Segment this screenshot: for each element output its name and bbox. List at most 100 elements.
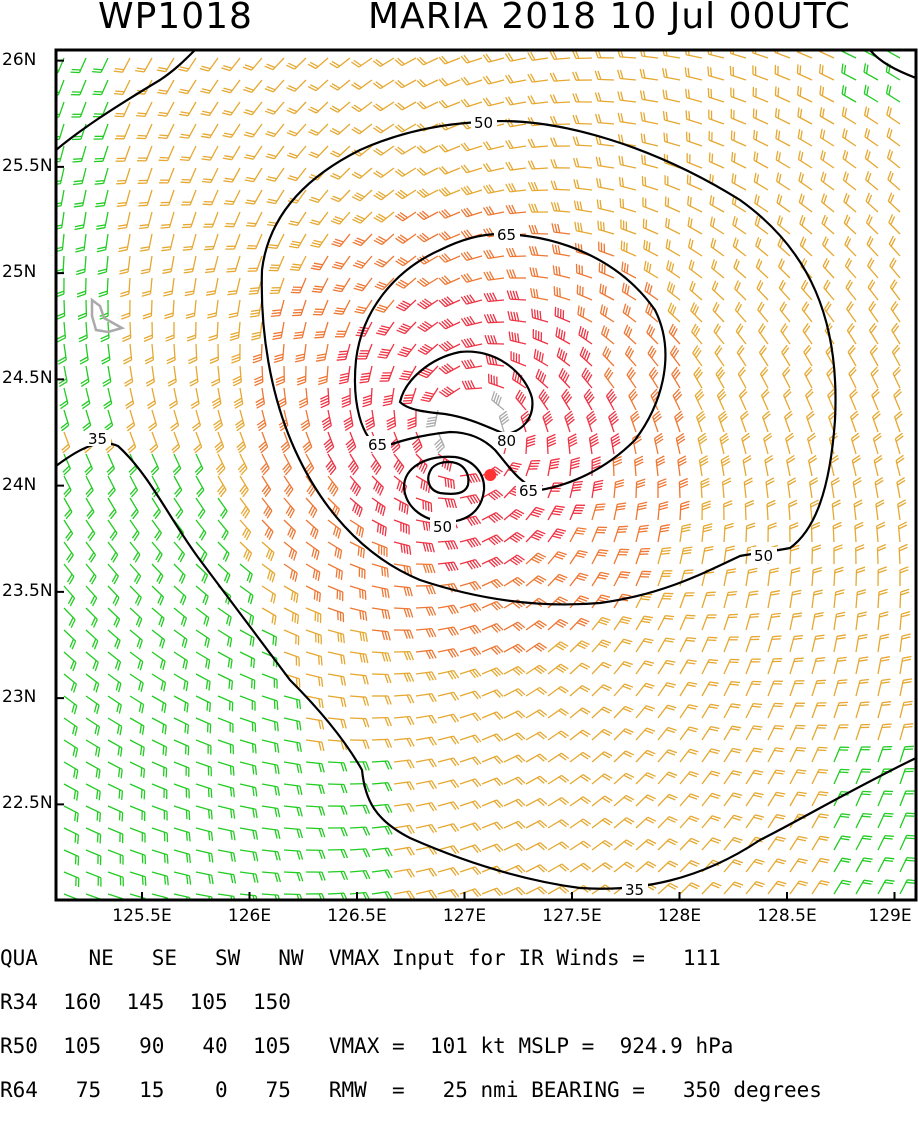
wind-barb-feather <box>637 482 646 485</box>
wind-barb-feather <box>889 86 891 95</box>
wind-barb-feather <box>293 338 302 339</box>
wind-barb-feather <box>229 617 231 626</box>
wind-barb-feather <box>360 632 362 641</box>
wind-barb-feather <box>246 155 255 157</box>
wind-barb-feather <box>97 250 106 252</box>
wind-barb-feather <box>881 657 890 659</box>
wind-barb-feather <box>187 853 188 862</box>
wind-barb-feather <box>822 193 825 202</box>
wind-barb-feather <box>397 481 400 490</box>
wind-barb-feather <box>341 634 342 643</box>
wind-barb-feather <box>795 658 804 659</box>
wind-barb-feather <box>363 654 365 663</box>
wind-barb-feather <box>338 530 341 539</box>
wind-barb-feather <box>885 858 894 859</box>
wind-barb-feather <box>296 594 298 603</box>
wind-barb-feather <box>880 634 889 636</box>
wind-barb-feather <box>778 109 779 118</box>
wind-barb-feather <box>841 814 850 815</box>
wind-barb-feather <box>341 571 342 580</box>
wind-barb-feather <box>115 639 118 648</box>
wind-barb-feather <box>779 152 781 161</box>
wind-barb-feather <box>317 357 326 359</box>
wind-barb-feather <box>779 131 780 140</box>
wind-barb-feather <box>536 507 545 510</box>
wind-barb-feather <box>209 335 218 338</box>
wind-barb-feather <box>711 217 713 226</box>
wind-barb-feather <box>363 675 365 684</box>
wind-barb-feather <box>205 596 208 605</box>
wind-barb-feather <box>100 813 101 822</box>
wind-barb-feather <box>228 291 237 292</box>
wind-barb-feather <box>532 246 535 255</box>
wind-barb-feather <box>121 769 122 778</box>
wind-barb-feather <box>836 590 845 592</box>
wind-barb-feather <box>98 748 100 757</box>
wind-barb-feather <box>776 861 785 863</box>
wind-barb-feather <box>880 637 889 639</box>
wind-barb-feather <box>297 807 299 816</box>
wind-barb-feather <box>203 179 212 180</box>
wind-barb-feather <box>488 335 491 344</box>
wind-barb-feather <box>823 109 825 118</box>
wind-barb-feather <box>290 570 292 579</box>
wind-barb-feather <box>401 544 402 553</box>
wind-barb-feather <box>142 789 143 798</box>
wind-barb-feather <box>398 354 407 357</box>
wind-barb-feather <box>385 568 386 577</box>
wind-barb-feather <box>842 107 844 116</box>
wind-barb-feather <box>355 286 364 289</box>
wind-barb-feather <box>686 89 687 98</box>
wind-barb-feather <box>295 360 304 362</box>
wind-barb-feather <box>119 247 128 249</box>
wind-barb-feather <box>97 812 98 821</box>
wind-barb-feather <box>648 305 651 314</box>
wind-barb-feather <box>576 578 585 581</box>
wind-barb-feather <box>229 313 238 315</box>
wind-barb-feather <box>116 682 118 691</box>
wind-barb-feather <box>904 701 913 702</box>
wind-barb-feather <box>540 311 541 320</box>
wind-barb-feather <box>203 595 206 604</box>
wind-barb-feather <box>513 371 515 380</box>
wind-barb-feather <box>336 528 339 537</box>
wind-barb-feather <box>251 595 253 604</box>
wind-barb-feather <box>291 267 300 268</box>
wind-barb-feather <box>576 530 585 531</box>
wind-barb-feather <box>118 228 127 229</box>
wind-barb-feather <box>551 181 554 190</box>
wind-barb-feather <box>357 526 359 535</box>
wind-barb-feather <box>618 91 620 100</box>
wind-barb-feather <box>904 727 913 728</box>
wind-barb-feather <box>297 851 300 860</box>
wind-barb-feather <box>404 371 413 372</box>
wind-barb-feather <box>272 574 275 583</box>
wind-barb-feather <box>223 158 232 160</box>
wind-barb-feather <box>774 750 783 751</box>
wind-barb-feather <box>92 72 101 73</box>
wind-barb-feather <box>753 704 762 705</box>
wind-barb-feather <box>318 379 327 382</box>
wind-barb-feather <box>560 349 563 358</box>
wind-barb-feather <box>822 65 823 74</box>
wind-barb-feather <box>755 793 764 795</box>
wind-barb-feather <box>770 568 779 570</box>
wind-barb-feather <box>883 816 892 817</box>
wind-barb-feather <box>864 85 866 94</box>
wind-barb-feather <box>865 107 867 116</box>
wind-barb-feather <box>704 524 713 526</box>
wind-barb-feather <box>890 130 892 139</box>
wind-barb-feather <box>75 228 84 230</box>
wind-barb-feather <box>638 502 647 504</box>
wind-barb-feather <box>143 876 144 885</box>
wind-barb-feather <box>186 661 188 670</box>
wind-barb-feather <box>800 66 801 75</box>
wind-barb-feather <box>641 621 650 622</box>
wind-barb-feather <box>690 176 691 185</box>
wind-barb-feather <box>143 726 144 735</box>
wind-barb-feather <box>98 269 107 271</box>
wind-barb-feather <box>616 509 625 510</box>
wind-barb-feather <box>621 572 630 573</box>
wind-barb-feather <box>594 483 603 485</box>
wind-barb-feather <box>549 467 558 469</box>
